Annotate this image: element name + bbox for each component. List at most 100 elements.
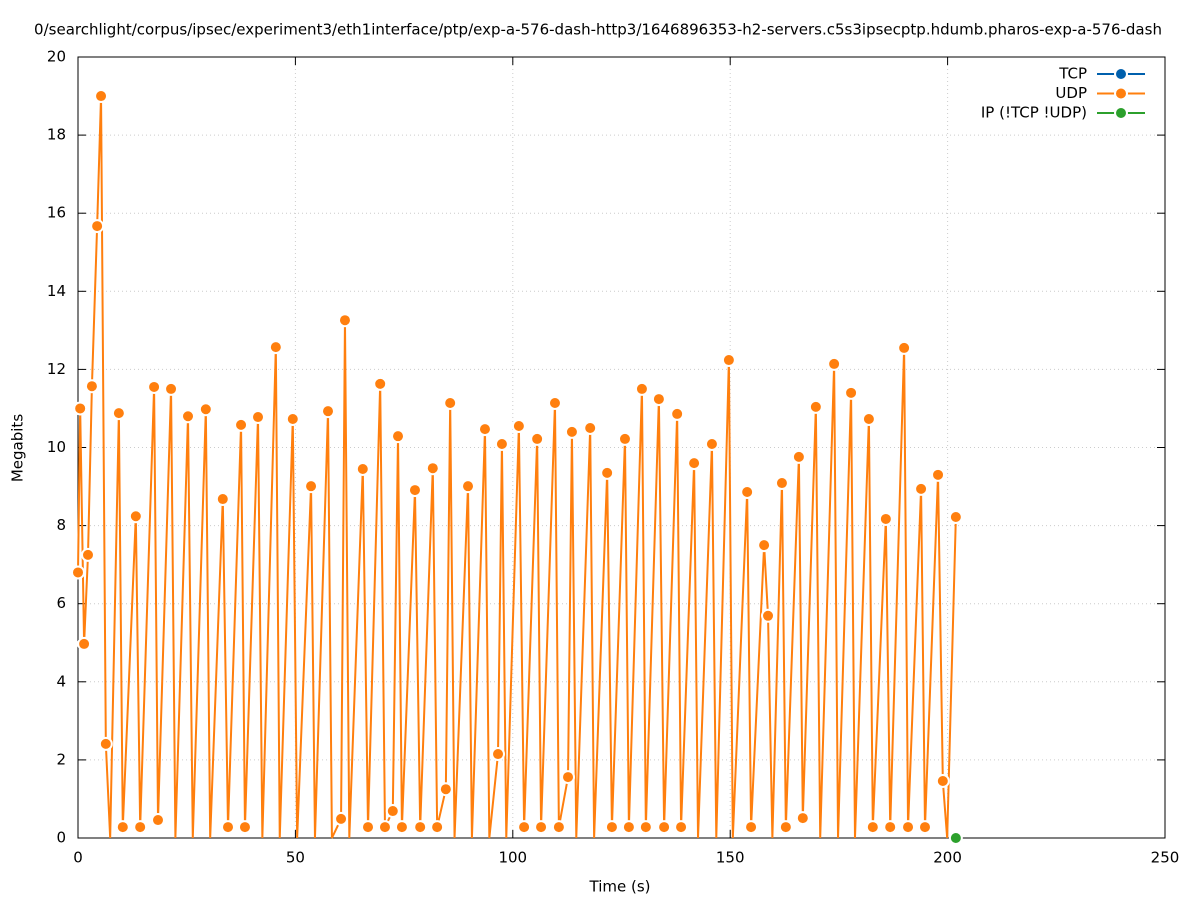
data-point (583, 420, 598, 435)
data-point (897, 340, 912, 355)
y-tick-label: 4 (56, 672, 66, 690)
y-tick-label: 18 (47, 126, 66, 144)
legend-swatch (1114, 67, 1128, 81)
data-point (251, 410, 266, 425)
data-point (600, 465, 615, 480)
data-point (948, 510, 963, 525)
data-point (604, 820, 619, 835)
data-point (530, 431, 545, 446)
y-tick-label: 0 (56, 829, 66, 847)
data-point (757, 538, 772, 553)
data-point (564, 424, 579, 439)
data-point (111, 406, 126, 421)
data-point (935, 773, 950, 788)
data-point (744, 820, 759, 835)
data-point (151, 813, 166, 828)
y-tick-label: 14 (47, 282, 66, 300)
data-point (670, 406, 685, 421)
x-tick-label: 150 (716, 849, 745, 867)
legend-swatch (1114, 86, 1128, 101)
x-tick-label: 50 (286, 849, 305, 867)
data-point (285, 411, 300, 426)
data-point (461, 479, 476, 494)
data-point (234, 417, 249, 432)
x-tick-label: 250 (1151, 849, 1180, 867)
data-point (94, 89, 109, 104)
data-point (84, 379, 99, 394)
data-point (385, 804, 400, 819)
legend-label: TCP (1058, 65, 1087, 83)
data-point (321, 404, 336, 419)
data-point (914, 481, 929, 496)
y-tick-label: 10 (47, 438, 66, 456)
data-point (547, 395, 562, 410)
data-point (651, 392, 666, 407)
plot-frame (77, 56, 1166, 839)
data-point (128, 509, 143, 524)
data-point (901, 820, 916, 835)
data-point (90, 219, 105, 234)
y-axis-label: Megabits (9, 414, 27, 482)
data-point (413, 820, 428, 835)
data-point (865, 820, 880, 835)
data-point (133, 820, 148, 835)
data-point (391, 429, 406, 444)
data-point (355, 461, 370, 476)
legend-label: UDP (1055, 84, 1087, 102)
data-point (443, 395, 458, 410)
data-point (81, 547, 96, 562)
y-tick-label: 8 (56, 516, 66, 534)
data-point (73, 401, 88, 416)
data-point (774, 476, 789, 491)
data-point (778, 820, 793, 835)
data-point (551, 820, 566, 835)
data-point (861, 411, 876, 426)
data-point (394, 820, 409, 835)
data-point (617, 431, 632, 446)
data-point (337, 313, 352, 328)
x-tick-label: 0 (73, 849, 83, 867)
legend-label: IP (!TCP !UDP) (981, 104, 1087, 122)
data-point (704, 436, 719, 451)
data-point (878, 511, 893, 526)
data-point (740, 485, 755, 500)
data-point (634, 381, 649, 396)
data-point (373, 376, 388, 391)
data-point (377, 820, 392, 835)
y-tick-label: 20 (47, 48, 66, 66)
data-point (883, 820, 898, 835)
data-point (237, 820, 252, 835)
data-point (181, 409, 196, 424)
data-point (361, 820, 376, 835)
data-point (721, 353, 736, 368)
x-tick-label: 100 (498, 849, 527, 867)
data-point (430, 820, 445, 835)
data-point (268, 340, 283, 355)
data-point (115, 820, 130, 835)
legend-swatch (1114, 106, 1128, 120)
chart-title: 0/searchlight/corpus/ipsec/experiment3/e… (34, 21, 1162, 39)
data-point (917, 820, 932, 835)
data-point (638, 820, 653, 835)
data-point (795, 811, 810, 826)
data-point (621, 820, 636, 835)
data-point (407, 483, 422, 498)
data-point (164, 381, 179, 396)
x-axis-label: Time (s) (589, 878, 651, 896)
data-point (147, 379, 162, 394)
data-point (827, 356, 842, 371)
data-point (534, 820, 549, 835)
data-point (844, 385, 859, 400)
data-point (221, 820, 236, 835)
data-point (657, 820, 672, 835)
y-tick-label: 12 (47, 360, 66, 378)
data-point (791, 449, 806, 464)
data-point (198, 402, 213, 417)
data-point (215, 492, 230, 507)
data-point (561, 770, 576, 785)
data-point (494, 436, 509, 451)
data-point (931, 467, 946, 482)
y-tick-label: 2 (56, 750, 66, 768)
